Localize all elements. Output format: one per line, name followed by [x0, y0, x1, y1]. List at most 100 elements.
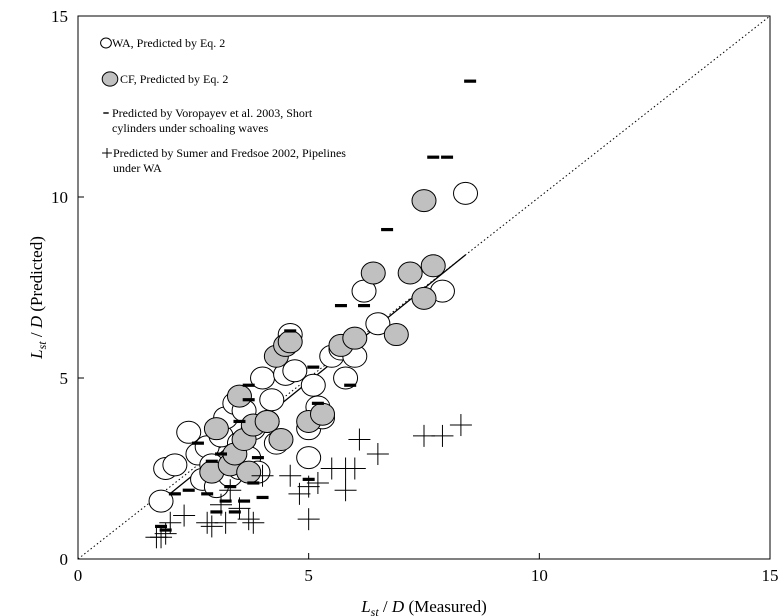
x-axis-title: Lst / D (Measured) [360, 597, 487, 616]
point-sumer-2 [154, 522, 177, 545]
y-tick-label-2: 10 [51, 188, 68, 207]
x-tick-label-0: 0 [74, 566, 83, 585]
point-sumer-6 [200, 515, 223, 538]
point-voropayev-2 [168, 492, 181, 496]
point-voropayev-18 [256, 495, 269, 500]
legend-label-voropayev-1: cylinders under schoaling waves [112, 121, 269, 135]
point-voropayev-15 [242, 398, 255, 402]
point-voropayev-22 [311, 401, 324, 405]
point-sumer-5 [196, 511, 219, 534]
point-sumer-22 [343, 457, 366, 480]
point-wa-27 [296, 446, 322, 470]
point-sumer-24 [366, 443, 389, 466]
point-sumer-4 [173, 504, 196, 527]
point-cf-20 [411, 286, 437, 310]
point-sumer-17 [297, 475, 320, 498]
point-cf-10 [268, 428, 294, 452]
point-sumer-11 [237, 508, 260, 531]
point-sumer-9 [219, 479, 242, 502]
point-voropayev-29 [464, 79, 477, 83]
point-voropayev-3 [182, 488, 195, 492]
point-sumer-12 [242, 511, 265, 534]
legend-label-cf-0: CF, Predicted by Eq. 2 [120, 72, 228, 86]
point-voropayev-21 [307, 365, 320, 369]
point-voropayev-16 [247, 481, 260, 485]
point-voropayev-4 [191, 441, 204, 445]
point-wa-0 [148, 489, 174, 513]
point-voropayev-26 [381, 227, 394, 232]
point-voropayev-7 [210, 510, 223, 514]
legend-item-wa: WA, Predicted by Eq. 2 [100, 36, 225, 50]
point-voropayev-12 [233, 419, 246, 424]
legend-label-sumer-0: Predicted by Sumer and Fredsoe 2002, Pip… [113, 146, 346, 160]
legend-marker-voropayev [103, 112, 109, 114]
point-voropayev-17 [251, 456, 264, 460]
point-voropayev-14 [242, 383, 255, 387]
point-sumer-18 [306, 471, 329, 494]
point-sumer-27 [449, 414, 472, 437]
legend-label-voropayev-0: Predicted by Voropayev et al. 2003, Shor… [112, 106, 313, 120]
point-voropayev-23 [334, 304, 347, 308]
series-sumer [145, 414, 472, 549]
point-voropayev-24 [344, 383, 357, 387]
point-wa-33 [333, 366, 359, 390]
legend: WA, Predicted by Eq. 2 CF, Predicted by E… [100, 36, 346, 175]
point-wa-38 [453, 181, 479, 205]
legend-label-sumer-1: under WA [113, 161, 162, 175]
point-cf-4 [226, 384, 252, 408]
point-voropayev-28 [441, 155, 454, 159]
point-cf-6 [236, 460, 262, 484]
point-cf-12 [277, 330, 303, 354]
y-axis-title: Lst / D (Predicted) [27, 236, 49, 360]
point-wa-3 [176, 420, 202, 444]
y-tick-label-0: 0 [60, 550, 69, 569]
point-cf-16 [342, 326, 368, 350]
point-sumer-10 [228, 497, 251, 520]
point-sumer-7 [210, 493, 233, 516]
point-voropayev-8 [215, 452, 228, 456]
point-voropayev-13 [238, 499, 251, 503]
point-sumer-8 [214, 511, 237, 534]
legend-marker-cf [101, 71, 119, 87]
point-cf-18 [383, 323, 409, 347]
series-cf [199, 189, 446, 484]
points-layer [145, 79, 479, 549]
point-wa-2 [162, 453, 188, 477]
legend-item-cf: CF, Predicted by Eq. 2 [101, 71, 228, 87]
point-cf-1 [203, 417, 229, 441]
x-tick-label-2: 10 [531, 566, 548, 585]
point-sumer-16 [297, 508, 320, 531]
legend-marker-sumer [102, 148, 112, 158]
point-voropayev-5 [201, 492, 214, 496]
point-cf-14 [310, 402, 336, 426]
legend-item-sumer: Predicted by Sumer and Fredsoe 2002, Pip… [102, 146, 346, 175]
point-sumer-1 [150, 526, 173, 549]
point-wa-25 [282, 359, 308, 383]
point-sumer-13 [251, 464, 274, 487]
legend-marker-wa [100, 37, 112, 49]
point-voropayev-25 [358, 304, 371, 308]
point-sumer-23 [348, 428, 371, 451]
x-tick-label-1: 5 [304, 566, 313, 585]
point-voropayev-11 [228, 510, 241, 514]
y-tick-label-1: 5 [60, 369, 69, 388]
point-sumer-3 [159, 511, 182, 534]
point-cf-8 [254, 409, 280, 433]
point-sumer-14 [279, 464, 302, 487]
point-wa-36 [365, 312, 391, 336]
point-voropayev-27 [427, 155, 440, 159]
point-wa-21 [259, 388, 285, 412]
legend-label-wa-0: WA, Predicted by Eq. 2 [112, 36, 225, 50]
x-tick-label-3: 15 [762, 566, 778, 585]
point-voropayev-6 [205, 459, 218, 463]
point-cf-21 [411, 189, 437, 213]
legend-item-voropayev: Predicted by Voropayev et al. 2003, Shor… [103, 106, 313, 135]
y-tick-label-3: 15 [51, 7, 68, 26]
reference-line-1to1 [77, 15, 771, 560]
series-wa [148, 181, 479, 513]
point-cf-19 [397, 261, 423, 285]
point-voropayev-19 [284, 329, 297, 333]
point-cf-22 [420, 254, 446, 278]
point-sumer-25 [413, 424, 435, 447]
